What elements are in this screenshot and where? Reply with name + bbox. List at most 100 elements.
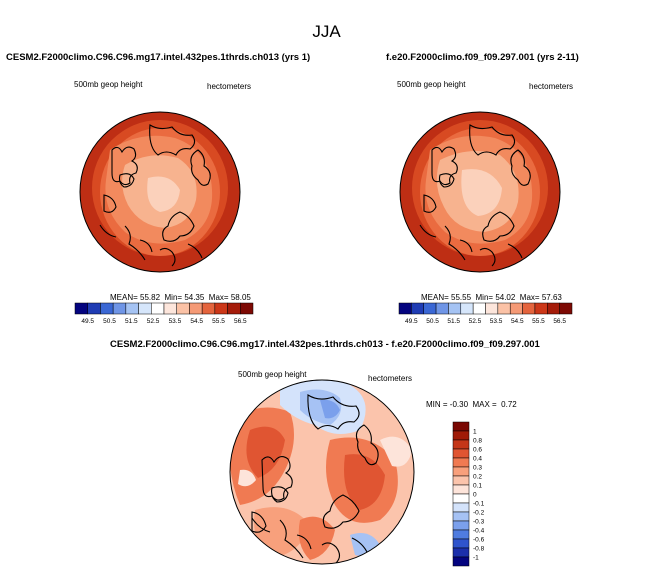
panel3-colorbar: 1 0.8 0.6 0.4 0.3 0.2 0.1 0 -0.1 -0.2 -0.3 -0.4 -0.6… <box>452 421 485 567</box>
panel1-map <box>80 112 240 272</box>
panel3-colorbar-tick-label: -1 <box>473 555 479 562</box>
panel3-colorbar-tick-label: -0.6 <box>473 537 485 544</box>
panel2-coastlines <box>419 124 531 267</box>
panel1-colorbar-tick-label: 55.5 <box>212 318 225 325</box>
panel2-stats: MEAN= 55.55 Min= 54.02 Max= 57.63 <box>421 293 562 302</box>
panel3-stats: MIN = -0.30 MAX = 0.72 <box>426 400 517 409</box>
panel3-colorbar-tick-label: -0.3 <box>473 519 485 526</box>
panel3-colorbar-tick-label: 0.6 <box>473 447 482 454</box>
panel3-colorbar-tick-label: 0.2 <box>473 474 482 481</box>
panel3-variable-label: 500mb geop height <box>238 370 307 379</box>
panel1-colorbar-swatch <box>201 302 216 315</box>
panel2-colorbar: 49.5 50.5 51.5 52.5 53.5 54.5 55.5 56.5 <box>398 302 573 325</box>
panel1-colorbar-swatch <box>163 302 177 315</box>
panel2-colorbar-tick-label: 54.5 <box>511 318 524 325</box>
panel2-colorbar-tick-label: 53.5 <box>490 318 503 325</box>
panel3-colorbar-swatch <box>452 547 470 558</box>
panel2-colorbar-swatch <box>435 302 449 315</box>
panel2-colorbar-swatch <box>509 302 523 315</box>
panel3-colorbar-tick-label: -0.8 <box>473 546 485 553</box>
panel3-colorbar-swatch <box>452 529 470 540</box>
panel1-colorbar-tick-label: 56.5 <box>234 318 247 325</box>
panel3-colorbar-tick-label: 0.1 <box>473 483 482 490</box>
panel3-colorbar-tick-label: 0 <box>473 492 477 499</box>
panel1-colorbar-swatch <box>214 302 228 315</box>
panel1-colorbar-tick-label: 52.5 <box>147 318 160 325</box>
panel2-title: f.e20.F2000climo.f09_f09.297.001 (yrs 2-… <box>386 52 579 63</box>
panel3-colorbar-tick-label: 0.4 <box>473 456 482 463</box>
panel1-colorbar-tick-label: 49.5 <box>81 318 94 325</box>
panel1-colorbar-tick-label: 54.5 <box>190 318 203 325</box>
panel2-variable-label: 500mb geop height <box>397 80 466 89</box>
panel3-colorbar-swatch <box>452 466 470 477</box>
panel2-map-border <box>399 111 561 273</box>
panel1-colorbar: 49.5 50.5 51.5 52.5 53.5 54.5 55.5 56.5 <box>74 302 254 325</box>
panel1-title: CESM2.F2000climo.C96.C96.mg17.intel.432p… <box>6 52 311 63</box>
panel2-colorbar-swatch <box>534 302 548 315</box>
panel3-colorbar-swatch <box>452 484 470 495</box>
panel3-colorbar-swatch <box>452 448 470 459</box>
panel3-coastlines <box>251 394 379 564</box>
main-title: JJA <box>312 22 341 41</box>
panel3-colorbar-swatch <box>452 457 470 468</box>
panel3-title: CESM2.F2000climo.C96.C96.mg17.intel.432p… <box>110 339 540 350</box>
panel1-colorbar-swatch <box>125 302 139 315</box>
panel2-colorbar-swatch <box>448 302 462 315</box>
panel2-colorbar-tick-label: 50.5 <box>426 318 439 325</box>
panel3-colorbar-tick-label: -0.4 <box>473 528 485 535</box>
panel1-variable-label: 500mb geop height <box>74 80 143 89</box>
panel3-colorbar-swatch <box>452 430 470 441</box>
panel2-colorbar-swatch <box>485 302 499 315</box>
panel2-colorbar-tick-label: 52.5 <box>469 318 482 325</box>
panel1-coastlines <box>99 124 211 267</box>
panel3-map <box>230 380 414 564</box>
panel1-colorbar-swatch <box>74 302 88 315</box>
panel3-colorbar-swatch <box>452 556 470 567</box>
panel1-map-border <box>79 111 241 273</box>
panel3-colorbar-tick-label: 1 <box>473 429 477 436</box>
panel3-map-border <box>229 379 415 565</box>
panel2-colorbar-swatch <box>522 302 536 315</box>
panel3-colorbar-tick-label: 0.8 <box>473 438 482 445</box>
panel1-colorbar-swatch <box>189 302 203 315</box>
panel3-colorbar-swatch <box>452 538 470 549</box>
panel2-colorbar-swatch <box>423 302 437 315</box>
panel1-colorbar-swatch <box>100 302 114 315</box>
panel2-colorbar-swatch <box>547 302 560 315</box>
panel1-stats: MEAN= 55.82 Min= 54.35 Max= 58.05 <box>110 293 251 302</box>
panel3-colorbar-tick-label: -0.2 <box>473 510 485 517</box>
panel1-colorbar-swatch <box>87 302 101 315</box>
panel1-colorbar-swatch <box>240 302 254 315</box>
panel1-colorbar-tick-label: 50.5 <box>103 318 116 325</box>
panel1-colorbar-tick-label: 53.5 <box>169 318 182 325</box>
panel3-colorbar-swatch <box>452 502 470 513</box>
panel2-colorbar-swatch <box>398 302 412 315</box>
panel3-units-label: hectometers <box>368 374 413 383</box>
panel1-units-label: hectometers <box>207 82 252 91</box>
panel2-map <box>400 112 560 272</box>
panel3-colorbar-swatch <box>452 421 470 432</box>
panel1-colorbar-tick-label: 51.5 <box>125 318 138 325</box>
panel2-colorbar-tick-label: 51.5 <box>447 318 460 325</box>
panel3-colorbar-swatch <box>452 520 470 531</box>
panel1-colorbar-swatch <box>112 302 127 315</box>
panel1-colorbar-swatch <box>227 302 241 315</box>
panel3-colorbar-tick-label: 0.3 <box>473 465 482 472</box>
panel3-colorbar-swatch <box>452 511 470 522</box>
panel2-colorbar-swatch <box>497 302 511 315</box>
panel2-colorbar-tick-label: 49.5 <box>405 318 418 325</box>
panel2-colorbar-swatch <box>559 302 573 315</box>
panel2-colorbar-swatch <box>460 302 474 315</box>
panel3-colorbar-swatch <box>452 475 470 486</box>
panel1-colorbar-swatch <box>138 302 152 315</box>
panel2-colorbar-tick-label: 55.5 <box>532 318 545 325</box>
panel2-colorbar-swatch <box>472 302 486 315</box>
panel2-units-label: hectometers <box>529 82 574 91</box>
panel1-colorbar-swatch <box>176 302 190 315</box>
panel3-colorbar-swatch <box>452 493 470 504</box>
panel2-colorbar-tick-label: 56.5 <box>553 318 566 325</box>
panel2-colorbar-swatch <box>411 302 424 315</box>
panel3-colorbar-swatch <box>452 439 470 450</box>
panel3-colorbar-tick-label: -0.1 <box>473 501 485 508</box>
